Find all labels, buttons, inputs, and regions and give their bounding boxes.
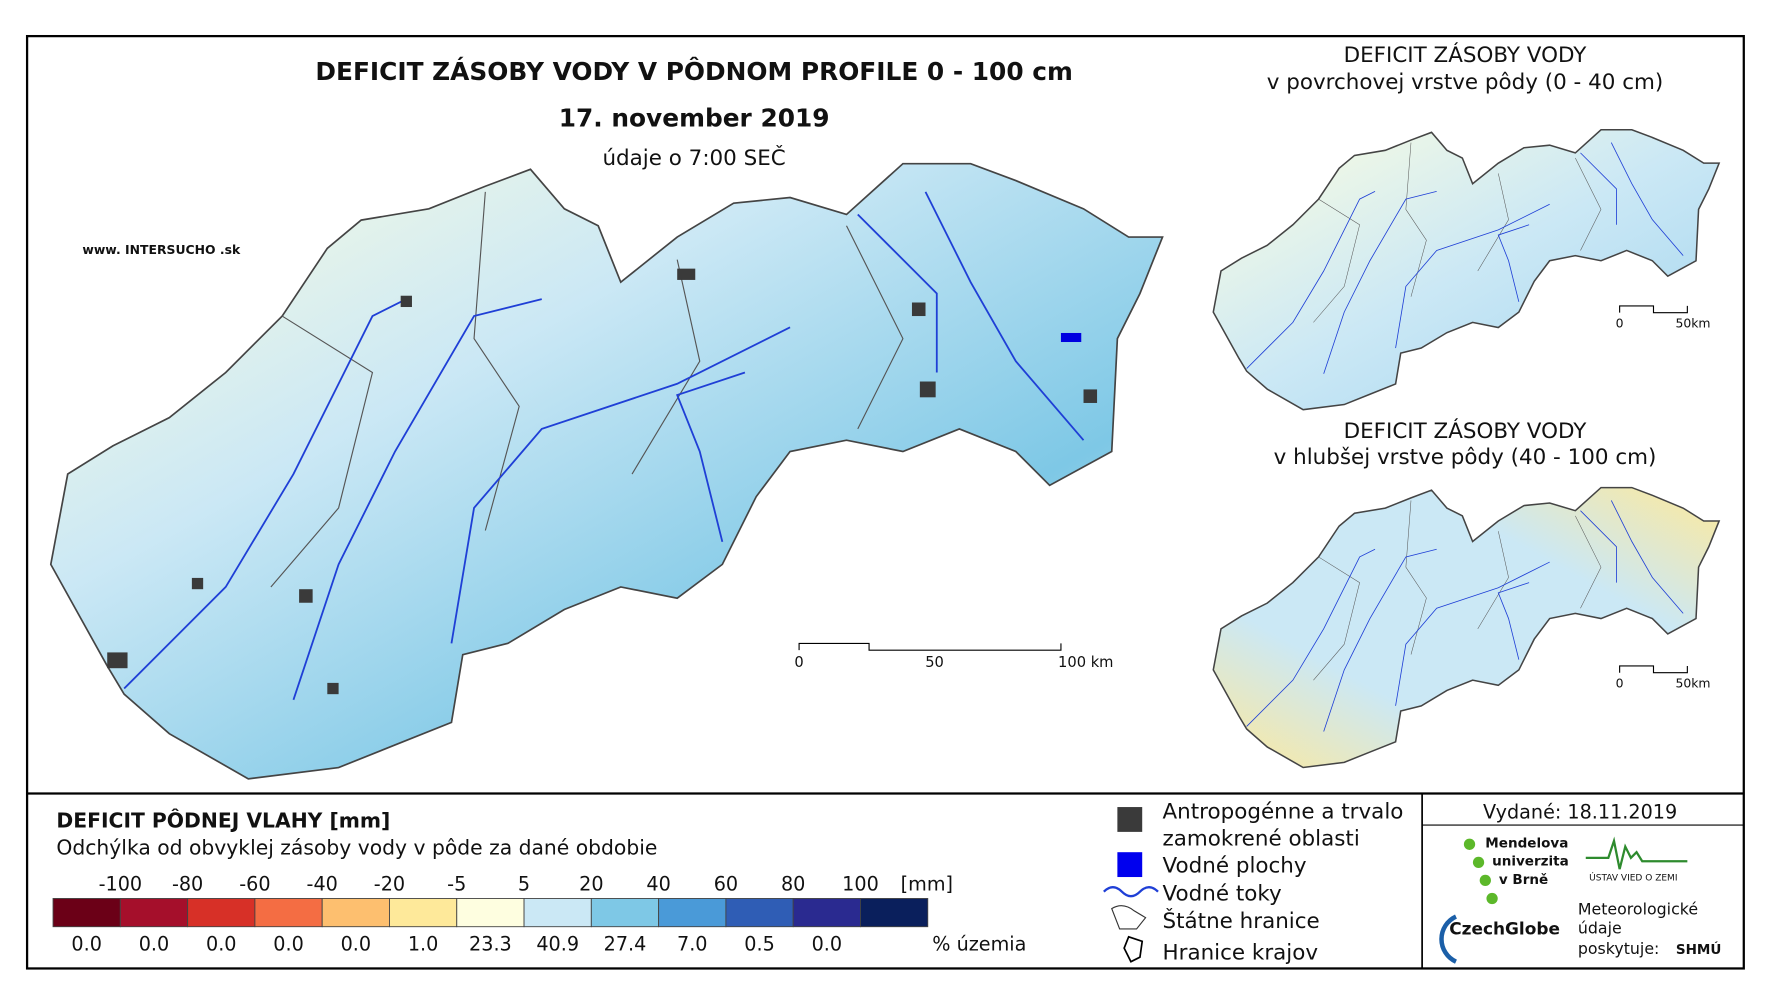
legend-bound: -60 [239, 873, 270, 896]
legend-swatch [860, 898, 929, 928]
legend-swatch [456, 898, 525, 928]
legend-swatch [52, 898, 121, 928]
scale-label: 0 [1616, 315, 1624, 330]
legend-swatch [119, 898, 189, 928]
legend-percentage: 1.0 [408, 932, 438, 955]
issued: Vydané: 18.11.2019 [1483, 800, 1677, 823]
legend-bound: 20 [579, 873, 603, 896]
legend-bound: -100 [99, 873, 143, 896]
legend-percentage: 7.0 [677, 932, 707, 955]
symbol-border [1111, 905, 1147, 930]
legend-swatch [254, 898, 323, 928]
scalebar [1619, 665, 1688, 674]
legend-swatch [658, 898, 727, 928]
legend-bound: 80 [781, 873, 805, 896]
legend-percentage: 0.5 [744, 932, 774, 955]
symbol-water [1117, 852, 1143, 878]
logo-text: univerzita [1492, 854, 1569, 870]
legend-bound: -40 [307, 873, 338, 896]
legend-percentage: 40.9 [536, 932, 579, 955]
legend-swatch [590, 898, 660, 928]
legend-bound: 60 [714, 873, 738, 896]
title: DEFICIT ZÁSOBY VODY V PÔDNOM PROFILE 0 -… [315, 56, 1072, 86]
symbol-label: Hranice krajov [1163, 940, 1319, 965]
website-part: INTERSUCHO [125, 242, 216, 257]
symbol-anthropogenic [1117, 807, 1143, 832]
legend-percentage: 0.0 [812, 932, 842, 955]
scale-label: 50 [925, 654, 944, 671]
small-map-subtitle: v hlubšej vrstve pôdy (40 - 100 cm) [1274, 445, 1657, 470]
logo-text: Meteorologické [1578, 899, 1698, 918]
logo-text: Mendelova [1485, 836, 1568, 852]
legend-percentage: 0.0 [206, 932, 236, 955]
legend-bound: -80 [172, 873, 203, 896]
percent-label: % územia [932, 932, 1026, 955]
scale-label: 0 [794, 654, 803, 671]
scale-label: 0 [1616, 675, 1624, 690]
symbol-label: Vodné toky [1163, 882, 1282, 907]
logo-text: ÚSTAV VIED O ZEMI [1589, 871, 1677, 883]
legend-bound: 5 [518, 873, 530, 896]
legend-swatch [321, 898, 390, 928]
website: www. INTERSUCHO .sk [82, 242, 241, 257]
legend-unit: [mm] [901, 873, 953, 896]
czechglobe-arc [1439, 914, 1458, 964]
symbol-label: Antropogénne a trvalo [1163, 799, 1404, 824]
symbol-label: Vodné plochy [1163, 854, 1307, 879]
time-note: údaje o 7:00 SEČ [602, 145, 785, 171]
symbol-label: zamokrené oblasti [1163, 826, 1360, 851]
legend-bound: 40 [646, 873, 670, 896]
legend-bound: -5 [447, 873, 466, 896]
legend-swatch [523, 898, 592, 928]
legend-percentage: 0.0 [139, 932, 169, 955]
website-part: .sk [220, 242, 241, 257]
legend-percentage: 0.0 [273, 932, 303, 955]
logo-text: údaje [1578, 918, 1622, 937]
scale-label: 50km [1675, 315, 1710, 330]
symbol-river [1103, 886, 1159, 898]
logo-text: v Brně [1499, 872, 1548, 888]
symbol-region [1123, 935, 1144, 963]
legend-swatch [792, 898, 861, 928]
scale-label: 100 km [1058, 654, 1113, 671]
small-map-title: DEFICIT ZÁSOBY VODY [1344, 42, 1588, 68]
scalebar [798, 642, 1062, 651]
scalebar [1619, 305, 1688, 314]
legend: -100 -80 -60 -40 -20 -5 5 20 40 60 80 100 0.0 0.0 0.0 0… [52, 873, 929, 955]
ustav-logo [1585, 836, 1688, 870]
legend-percentage: 0.0 [71, 932, 101, 955]
legend-bound: 100 [842, 873, 879, 896]
legend-percentage: 27.4 [604, 932, 647, 955]
main-map [49, 162, 1164, 780]
logo-text: SHMÚ [1676, 940, 1722, 958]
small-map-title: DEFICIT ZÁSOBY VODY [1344, 418, 1588, 444]
legend-swatch [389, 898, 458, 928]
legend-percentage: 0.0 [341, 932, 371, 955]
legend-bound: -20 [374, 873, 405, 896]
legend-title: DEFICIT PÔDNEJ VLAHY [mm] [56, 807, 390, 832]
mendel-dots [1463, 838, 1498, 905]
date: 17. november 2019 [559, 103, 830, 132]
legend-percentage: 23.3 [469, 932, 512, 955]
legend-swatch [187, 898, 256, 928]
legend-swatch [725, 898, 794, 928]
logo-text: CzechGlobe [1449, 919, 1560, 939]
symbol-label: Štátne hranice [1163, 908, 1320, 934]
scale-label: 50km [1675, 675, 1710, 690]
legend-subtitle: Odchýlka od obvyklej zásoby vody v pôde … [56, 835, 657, 859]
website-part: www. [82, 242, 120, 257]
small-map-subtitle: v povrchovej vrstve pôdy (0 - 40 cm) [1267, 70, 1663, 95]
logo-text: poskytuje: [1578, 939, 1659, 958]
